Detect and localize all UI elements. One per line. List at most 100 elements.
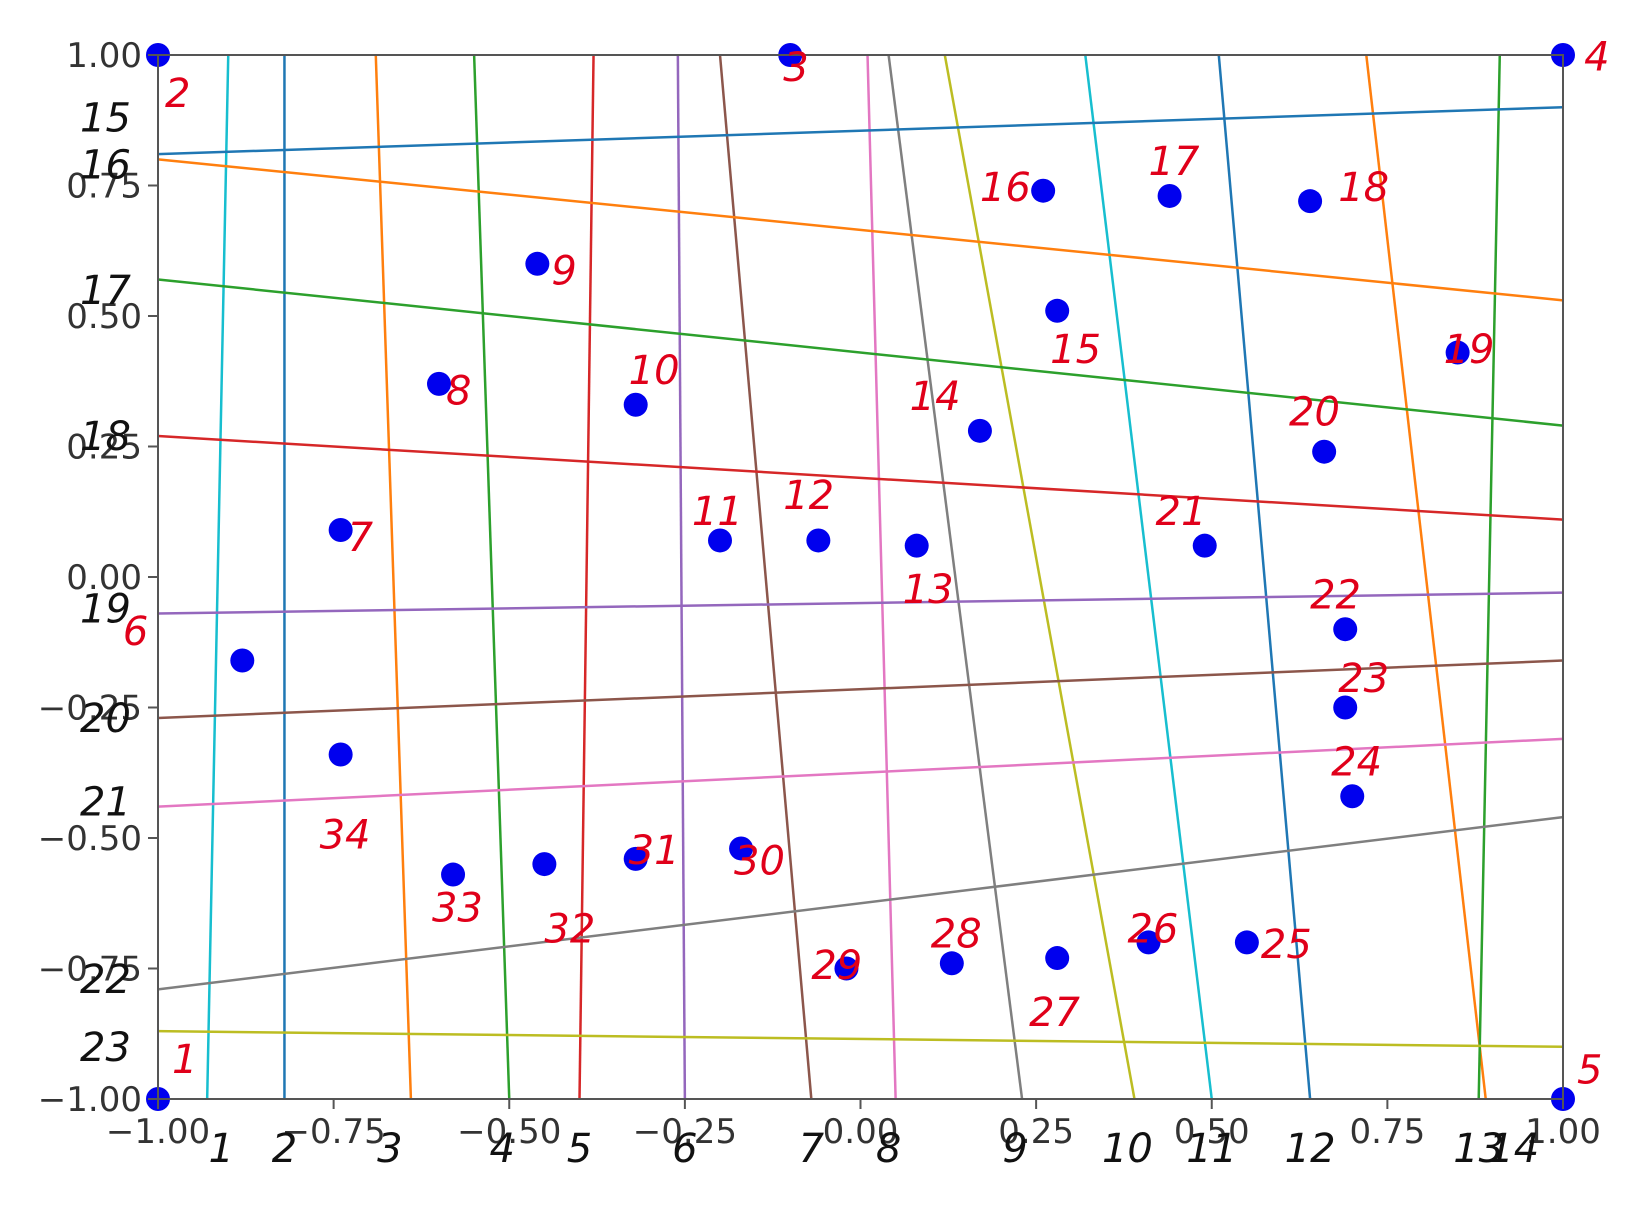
red-annotation-10: 10 <box>629 348 680 394</box>
red-annotation-9: 9 <box>551 249 576 295</box>
data-point-19 <box>1445 340 1470 365</box>
data-point-11 <box>708 528 732 553</box>
horizontal-line-5 <box>157 591 1564 615</box>
red-annotation-19: 19 <box>1444 327 1495 373</box>
data-point-7 <box>328 518 353 543</box>
black-annotation-bottom-3: 3 <box>377 1126 402 1172</box>
black-annotation-bottom-2: 2 <box>272 1126 297 1172</box>
vertical-line-12 <box>1217 54 1312 1100</box>
red-annotation-21: 21 <box>1156 489 1207 535</box>
red-annotation-22: 22 <box>1310 572 1361 618</box>
x-tick-label: 0.50 <box>1174 1112 1250 1152</box>
red-annotation-30: 30 <box>734 839 785 885</box>
y-tick-label: −0.25 <box>38 689 142 729</box>
red-annotation-23: 23 <box>1338 656 1389 702</box>
black-annotation-bottom-5: 5 <box>567 1126 592 1172</box>
y-tick-label: −0.50 <box>38 819 142 859</box>
data-point-34 <box>328 742 353 767</box>
data-point-20 <box>1312 439 1337 464</box>
black-annotation-left-18: 18 <box>80 414 131 460</box>
data-point-6 <box>230 648 255 673</box>
red-annotation-27: 27 <box>1029 990 1080 1036</box>
red-annotation-31: 31 <box>629 828 680 874</box>
black-annotation-left-21: 21 <box>80 779 131 825</box>
y-tick-label: 1.00 <box>66 36 142 76</box>
y-tick-label: 0.25 <box>66 428 142 468</box>
vertical-line-4 <box>472 54 511 1100</box>
points-layer <box>146 43 1575 1111</box>
x-tick-label: −0.25 <box>633 1112 737 1152</box>
data-point-18 <box>1298 189 1323 214</box>
red-annotation-6: 6 <box>123 609 148 655</box>
red-annotation-11: 11 <box>692 489 743 535</box>
y-tick-label: −0.75 <box>38 950 142 990</box>
data-point-32 <box>532 852 557 877</box>
red-annotation-4: 4 <box>1584 35 1609 81</box>
red-annotation-17: 17 <box>1149 139 1200 185</box>
red-annotation-2: 2 <box>165 71 190 117</box>
lines-layer <box>157 54 1564 1100</box>
vertical-line-1 <box>205 54 230 1100</box>
red-annotation-20: 20 <box>1289 390 1340 436</box>
vertical-line-3 <box>374 54 413 1100</box>
horizontal-line-6 <box>157 659 1564 720</box>
black-annotation-bottom-9: 9 <box>1002 1126 1027 1172</box>
black-annotation-left-17: 17 <box>80 268 131 314</box>
x-tick-label: 1.00 <box>1525 1112 1601 1152</box>
red-annotation-25: 25 <box>1261 922 1312 968</box>
data-point-12 <box>806 528 831 553</box>
red-annotation-5: 5 <box>1577 1047 1602 1093</box>
black-annotation-left-22: 22 <box>80 957 131 1003</box>
vertical-line-7 <box>718 54 813 1100</box>
black-annotation-left-16: 16 <box>80 143 131 189</box>
x-tick-label: −1.00 <box>106 1112 210 1152</box>
black-annotation-left-20: 20 <box>80 696 131 742</box>
red-annotation-14: 14 <box>910 374 961 420</box>
red-annotation-18: 18 <box>1338 165 1389 211</box>
black-annotation-left-15: 15 <box>80 96 131 142</box>
red-annotation-24: 24 <box>1331 739 1382 785</box>
black-annotation-bottom-4: 4 <box>489 1126 514 1172</box>
black-annotation-bottom-12: 12 <box>1285 1126 1336 1172</box>
horizontal-line-7 <box>157 737 1564 808</box>
black-annotation-bottom-8: 8 <box>876 1126 901 1172</box>
data-point-17 <box>1157 183 1182 208</box>
data-point-31 <box>623 846 648 871</box>
vertical-line-8 <box>866 54 897 1100</box>
data-point-13 <box>904 533 929 558</box>
ticks-layer: −1.00 −0.75 −0.50 −0.25 0.00 0.25 0.50 0.75 1.00… <box>38 36 1601 1152</box>
black-annotation-bottom-13: 13 <box>1453 1126 1504 1172</box>
vertical-line-10 <box>943 54 1136 1100</box>
horizontal-line-1 <box>157 105 1564 156</box>
data-point-14 <box>967 418 992 443</box>
black-annotation-bottom-7: 7 <box>799 1126 825 1172</box>
horizontal-line-9 <box>157 1029 1564 1049</box>
data-point-15 <box>1045 298 1070 323</box>
data-point-22 <box>1333 617 1358 642</box>
data-point-16 <box>1031 178 1056 203</box>
red-annotation-3: 3 <box>783 45 808 91</box>
x-tick-label: −0.50 <box>457 1112 561 1152</box>
y-tick-label: 0.75 <box>66 167 142 207</box>
vertical-line-11 <box>1084 54 1213 1100</box>
red-annotation-13: 13 <box>903 567 954 613</box>
horizontal-line-3 <box>157 278 1564 427</box>
x-tick-label: 0.75 <box>1350 1112 1426 1152</box>
data-point-29 <box>834 956 859 981</box>
data-point-33 <box>441 862 466 887</box>
black-annotation-bottom-6: 6 <box>672 1126 697 1172</box>
data-point-8 <box>427 371 451 396</box>
data-point-23 <box>1333 695 1358 720</box>
y-tick-label: 0.50 <box>66 297 142 337</box>
data-point-21 <box>1192 533 1217 558</box>
red-annotation-12: 12 <box>783 473 834 519</box>
y-tick-label: −1.00 <box>38 1080 142 1120</box>
red-annotation-32: 32 <box>544 906 595 952</box>
red-annotation-29: 29 <box>811 943 862 989</box>
data-point-26 <box>1136 930 1161 955</box>
red-annotation-8: 8 <box>446 369 471 415</box>
black-annotation-left-19: 19 <box>80 586 131 632</box>
red-annotation-15: 15 <box>1050 327 1101 373</box>
